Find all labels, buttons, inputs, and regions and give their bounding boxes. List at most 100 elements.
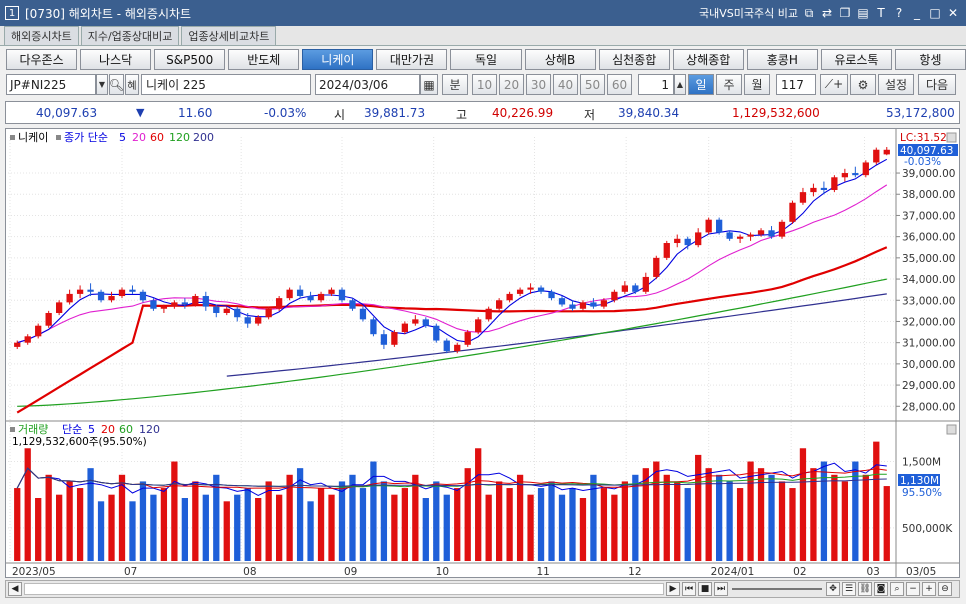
interval-button-20[interactable]: 20 bbox=[499, 74, 524, 95]
control-bar: JP#NI225 ▼ 🔍︎ 혜 니케이 225 2024/03/06 ▦ 분 1… bbox=[0, 74, 966, 97]
market-button-11[interactable]: 유로스톡 bbox=[820, 49, 892, 70]
period-button-2[interactable]: 월 bbox=[744, 74, 770, 95]
interval-button-30[interactable]: 30 bbox=[526, 74, 551, 95]
x-tick-label: 2024/01 bbox=[711, 566, 755, 577]
minimize-icon[interactable]: _ bbox=[914, 6, 920, 20]
help-icon[interactable]: ? bbox=[895, 6, 903, 20]
candle bbox=[391, 329, 398, 347]
ma5-line bbox=[17, 158, 888, 344]
svg-text:20: 20 bbox=[101, 423, 115, 436]
window-number: 1 bbox=[5, 6, 19, 20]
calendar-icon[interactable]: ▦ bbox=[420, 74, 438, 95]
volume-bar bbox=[160, 488, 168, 561]
chart-type-icon[interactable]: ⟋+ bbox=[820, 74, 848, 95]
count-spinner-icon[interactable]: ▲ bbox=[674, 74, 686, 95]
market-button-0[interactable]: 다우존스 bbox=[6, 49, 78, 70]
link-icon[interactable]: ⇄ bbox=[821, 6, 833, 20]
rewind-icon[interactable]: ⏮ bbox=[682, 582, 696, 596]
restore-icon[interactable]: ⧉ bbox=[804, 5, 814, 20]
candle bbox=[726, 230, 733, 241]
chart-area[interactable]: 39,000.00 38,000.00 37,000.00 36,000.00 35,0… bbox=[5, 128, 960, 578]
copy-icon[interactable]: ❐ bbox=[839, 6, 851, 20]
settings-button[interactable]: 설정 bbox=[878, 74, 914, 95]
chart-scrollbar[interactable]: ◀ ▶ ⏮ ■ ⏭ ✥ ☰ ⛓ ◙ ⌕ − + ⊖ bbox=[5, 580, 960, 598]
tab-sector-compare[interactable]: 업종상세비교차트 bbox=[181, 26, 277, 45]
interval-button-50[interactable]: 50 bbox=[580, 74, 605, 95]
market-button-7[interactable]: 상해B bbox=[524, 49, 596, 70]
symbol-input[interactable]: JP#NI225 bbox=[6, 74, 96, 95]
svg-text:200: 200 bbox=[193, 131, 214, 144]
market-button-2[interactable]: S&P500 bbox=[154, 49, 226, 70]
market-button-1[interactable]: 나스닥 bbox=[80, 49, 152, 70]
close-icon[interactable]: ✕ bbox=[947, 6, 959, 20]
volume-bar bbox=[632, 474, 639, 561]
symbol-dropdown-icon[interactable]: ▼ bbox=[96, 74, 108, 95]
volume-bar bbox=[757, 468, 765, 561]
date-input[interactable]: 2024/03/06 bbox=[315, 74, 420, 95]
tab-overseas-chart[interactable]: 해외증시차트 bbox=[4, 26, 79, 45]
camera-icon[interactable]: ◙ bbox=[874, 582, 888, 596]
list-icon[interactable]: ☰ bbox=[842, 582, 856, 596]
bars-input[interactable]: 117 bbox=[776, 74, 816, 95]
volume-panel-close-icon[interactable] bbox=[946, 424, 957, 435]
market-button-6[interactable]: 독일 bbox=[450, 49, 522, 70]
volume-bar bbox=[831, 474, 838, 561]
filter-button[interactable]: 혜 bbox=[125, 74, 139, 95]
candle bbox=[548, 289, 555, 301]
price-panel-close-icon[interactable] bbox=[946, 132, 957, 143]
next-button[interactable]: 다음 bbox=[918, 74, 956, 95]
candle bbox=[747, 232, 754, 241]
maximize-icon[interactable]: □ bbox=[929, 6, 941, 20]
candle bbox=[307, 291, 314, 303]
volume-ma120-line bbox=[16, 467, 887, 489]
search-icon[interactable]: 🔍︎ bbox=[109, 74, 124, 95]
volume-bar bbox=[108, 494, 115, 561]
zoom-slider[interactable] bbox=[732, 588, 822, 590]
market-button-5[interactable]: 대만가권 bbox=[376, 49, 448, 70]
zoom-reset-icon[interactable]: ⊖ bbox=[938, 582, 952, 596]
period-button-1[interactable]: 주 bbox=[716, 74, 742, 95]
market-button-10[interactable]: 홍콩H bbox=[746, 49, 818, 70]
scroll-left-icon[interactable]: ◀ bbox=[8, 582, 22, 596]
market-button-12[interactable]: 항셍 bbox=[894, 49, 966, 70]
volume-bar bbox=[265, 481, 272, 561]
volume-bar bbox=[24, 448, 31, 561]
period-button-0[interactable]: 일 bbox=[688, 74, 714, 95]
candle bbox=[653, 255, 660, 280]
volume-bar bbox=[234, 494, 241, 561]
volume-bar bbox=[380, 481, 388, 561]
candle bbox=[255, 315, 262, 326]
scroll-track[interactable] bbox=[24, 583, 664, 595]
fast-forward-icon[interactable]: ⏭ bbox=[714, 582, 728, 596]
interval-button-10[interactable]: 10 bbox=[472, 74, 497, 95]
market-button-4[interactable]: 니케이 bbox=[302, 49, 374, 70]
text-icon[interactable]: T bbox=[877, 6, 885, 20]
market-button-3[interactable]: 반도체 bbox=[228, 49, 300, 70]
layout-icon[interactable]: ▤ bbox=[857, 6, 869, 20]
gear-icon[interactable]: ⚙ bbox=[850, 74, 876, 95]
pan-icon[interactable]: ✥ bbox=[826, 582, 840, 596]
volume-bar bbox=[485, 494, 492, 561]
zoom-out-icon[interactable]: − bbox=[906, 582, 920, 596]
market-button-8[interactable]: 심천종합 bbox=[598, 49, 670, 70]
volume-bar bbox=[296, 468, 304, 561]
interval-button-40[interactable]: 40 bbox=[553, 74, 578, 95]
link-chart-icon[interactable]: ⛓ bbox=[858, 582, 872, 596]
volume-bar bbox=[370, 461, 377, 561]
market-button-9[interactable]: 상해종합 bbox=[672, 49, 744, 70]
stop-icon[interactable]: ■ bbox=[698, 582, 712, 596]
volume-bar bbox=[129, 501, 136, 561]
quote-high: 40,226.99 bbox=[492, 106, 554, 120]
count-input[interactable]: 1 bbox=[638, 74, 674, 95]
svg-text:60: 60 bbox=[119, 423, 133, 436]
interval-button-60[interactable]: 60 bbox=[607, 74, 632, 95]
candle bbox=[852, 166, 859, 178]
minute-button[interactable]: 분 bbox=[442, 74, 468, 95]
search-zoom-icon[interactable]: ⌕ bbox=[890, 582, 904, 596]
candle bbox=[244, 312, 251, 328]
zoom-in-icon[interactable]: + bbox=[922, 582, 936, 596]
compare-link[interactable]: 국내VS미국주식 비교 bbox=[699, 7, 798, 20]
candle bbox=[317, 291, 325, 303]
tab-index-compare[interactable]: 지수/업종상대비교 bbox=[80, 26, 180, 45]
scroll-right-icon[interactable]: ▶ bbox=[666, 582, 680, 596]
